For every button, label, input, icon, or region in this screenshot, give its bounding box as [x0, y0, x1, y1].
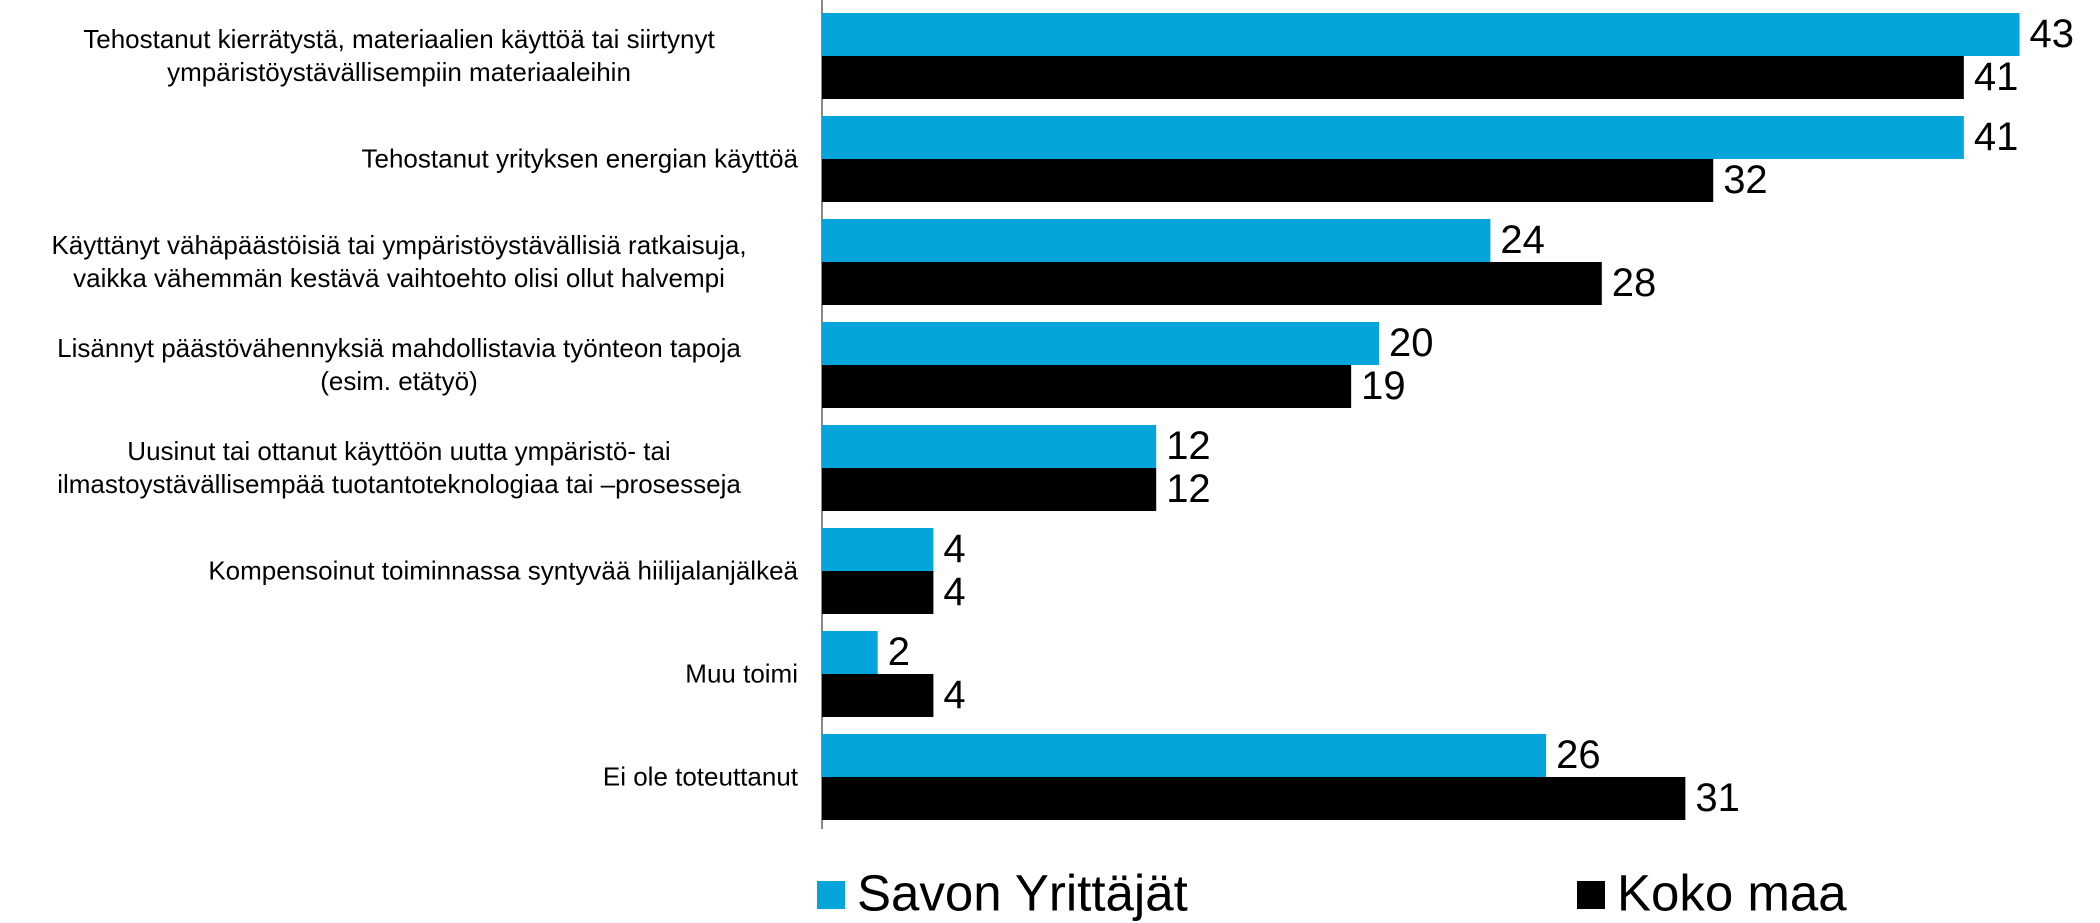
value-label: 4	[943, 527, 965, 571]
category-label: Muu toimi	[685, 658, 798, 689]
value-label: 12	[1166, 424, 1211, 468]
bar	[822, 159, 1714, 202]
bar	[822, 777, 1686, 820]
bar	[822, 571, 934, 614]
value-label: 20	[1389, 321, 1434, 365]
bar	[822, 13, 2020, 56]
value-label: 12	[1166, 467, 1211, 511]
legend-label: Savon Yrittäjät	[857, 864, 1188, 921]
bar	[822, 219, 1491, 262]
bar	[822, 116, 1964, 159]
legend-swatch	[817, 881, 845, 909]
category-label: Tehostanut yrityksen energian käyttöä	[361, 143, 798, 174]
bar	[822, 425, 1157, 468]
legend-label: Koko maa	[1617, 864, 1847, 921]
category-label: Tehostanut kierrätystä, materiaalien käy…	[83, 24, 715, 87]
legend-swatch	[1577, 881, 1605, 909]
value-label: 43	[2030, 12, 2075, 56]
category-label: Ei ole toteuttanut	[602, 761, 798, 792]
bar	[822, 262, 1602, 305]
bar	[822, 56, 1964, 99]
value-label: 41	[1974, 55, 2019, 99]
value-label: 31	[1695, 776, 1740, 820]
bar	[822, 468, 1157, 511]
value-label: 24	[1500, 218, 1545, 262]
bar	[822, 528, 934, 571]
bar	[822, 734, 1547, 777]
value-label: 26	[1556, 733, 1601, 777]
value-label: 32	[1723, 158, 1768, 202]
category-label: Kompensoinut toiminnassa syntyvää hiilij…	[208, 555, 798, 586]
value-label: 2	[888, 630, 910, 674]
value-label: 41	[1974, 115, 2019, 159]
category-label: Käyttänyt vähäpäästöisiä tai ympäristöys…	[51, 230, 747, 293]
value-label: 4	[943, 570, 965, 614]
bar	[822, 631, 878, 674]
category-label: Uusinut tai ottanut käyttöön uutta ympär…	[57, 436, 741, 499]
bar	[822, 674, 934, 717]
value-label: 19	[1361, 364, 1406, 408]
bar	[822, 365, 1352, 408]
category-label: Lisännyt päästövähennyksiä mahdollistavi…	[57, 333, 741, 396]
value-label: 28	[1612, 261, 1657, 305]
bar	[822, 322, 1379, 365]
value-label: 4	[943, 673, 965, 717]
